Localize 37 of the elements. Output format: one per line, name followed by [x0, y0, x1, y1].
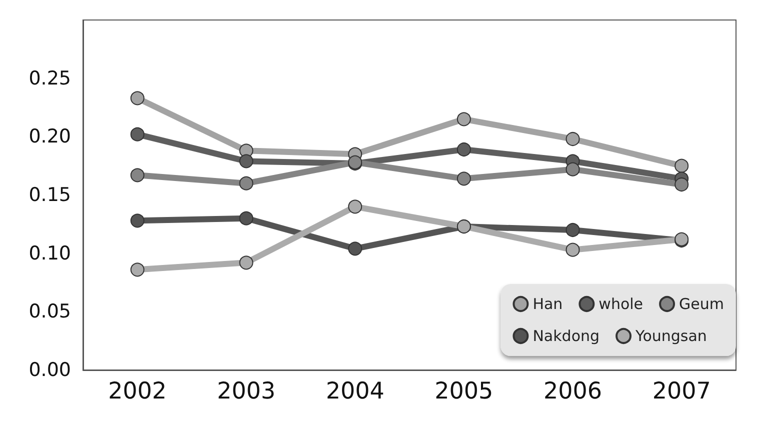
- point: [348, 242, 362, 256]
- legend-label: Nakdong: [532, 327, 600, 345]
- point: [566, 242, 580, 257]
- x-tick-label: 2006: [543, 378, 602, 404]
- point: [566, 132, 580, 146]
- x-tick-label: 2005: [434, 378, 494, 404]
- point: [239, 211, 254, 226]
- y-tick-label: 0.25: [28, 67, 71, 90]
- y-tick-label: 0.05: [28, 300, 71, 323]
- point: [239, 256, 254, 270]
- point: [456, 142, 471, 156]
- point: [566, 223, 580, 237]
- point: [456, 112, 471, 126]
- point: [130, 127, 144, 142]
- point: [130, 262, 144, 277]
- y-tick-label: 0.15: [28, 184, 71, 206]
- y-tick-label: 0.20: [28, 126, 71, 148]
- legend-label: whole: [598, 295, 644, 313]
- x-tick-label: 2002: [108, 378, 167, 404]
- y-tick-label: 0.00: [28, 359, 71, 381]
- x-tick-label: 2007: [652, 378, 711, 404]
- point: [130, 214, 144, 228]
- y-tick-label: 0.10: [28, 242, 71, 264]
- legend-label: Geum: [679, 295, 724, 313]
- point: [674, 158, 689, 173]
- point: [674, 178, 689, 192]
- legend-label: Youngsan: [634, 327, 707, 345]
- point: [566, 162, 580, 176]
- point: [239, 176, 254, 190]
- point: [348, 200, 362, 214]
- point: [239, 154, 254, 168]
- point: [130, 168, 144, 182]
- point: [456, 172, 471, 186]
- point: [130, 91, 144, 106]
- legend-label: Han: [532, 295, 563, 313]
- x-tick-label: 2004: [326, 378, 384, 404]
- x-tick-label: 2003: [216, 378, 276, 404]
